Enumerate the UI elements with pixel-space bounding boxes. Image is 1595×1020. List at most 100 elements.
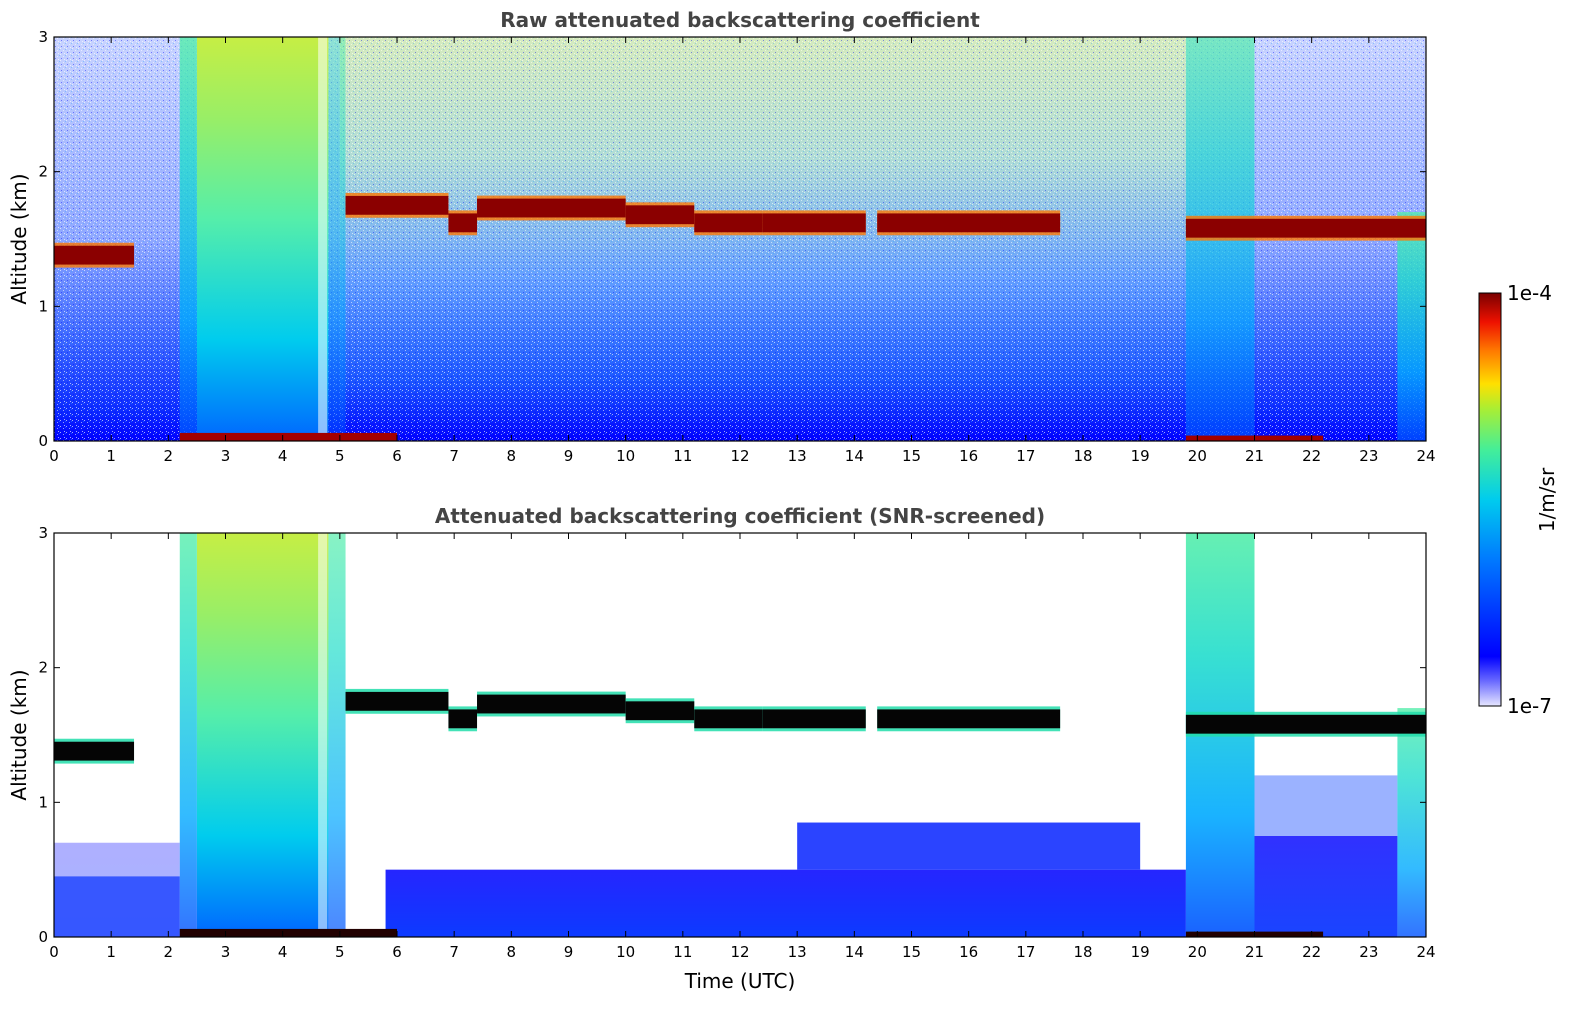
x-tick-label: 12 — [730, 943, 749, 961]
x-tick-label: 18 — [1073, 943, 1092, 961]
cloud-layer — [877, 709, 1061, 729]
colorbar-unit-label: 1/m/sr — [1535, 467, 1559, 532]
raw-panel: Raw attenuated backscattering coefficien… — [7, 8, 1436, 465]
x-tick-label: 22 — [1302, 447, 1321, 465]
raw-y-ticks: 0 1 2 3 — [38, 28, 1426, 450]
x-tick-label: 6 — [392, 943, 402, 961]
x-tick-label: 1 — [106, 943, 116, 961]
evening-boundary-layer — [1254, 836, 1398, 937]
x-tick-label: 10 — [616, 447, 635, 465]
bright-column-1-edge-right — [328, 37, 346, 441]
x-tick-label: 9 — [564, 943, 574, 961]
bright-column-1 — [196, 533, 329, 937]
x-tick-label: 15 — [902, 447, 921, 465]
missing-data-stripe — [318, 37, 328, 441]
y-tick-label: 1 — [38, 793, 48, 811]
y-tick-label: 3 — [38, 524, 48, 542]
x-tick-label: 13 — [788, 447, 807, 465]
cloud-layer — [477, 694, 626, 714]
raw-x-ticks: 0 1 2 3 4 5 6 7 8 9 10 11 12 13 14 15 16 17 18 19 20 21 22 23 24 — [49, 37, 1436, 465]
cloud-layer — [762, 213, 866, 233]
raw-ylabel: Altitude (km) — [7, 173, 31, 304]
y-tick-label: 0 — [38, 432, 48, 450]
bright-column-3 — [1397, 212, 1426, 441]
x-tick-label: 17 — [1016, 447, 1035, 465]
x-tick-label: 1 — [106, 447, 116, 465]
x-tick-label: 16 — [959, 447, 978, 465]
cloud-layer — [54, 245, 135, 265]
x-tick-label: 8 — [507, 943, 517, 961]
raw-heatmap — [54, 37, 1426, 441]
x-tick-label: 5 — [335, 943, 345, 961]
y-tick-label: 2 — [38, 163, 48, 181]
x-tick-label: 21 — [1245, 943, 1264, 961]
x-tick-label: 9 — [564, 447, 574, 465]
boundary-layer — [385, 869, 1186, 937]
cloud-layer — [1185, 714, 1426, 734]
x-tick-label: 11 — [673, 447, 692, 465]
cloud-layer — [625, 205, 695, 225]
x-tick-label: 24 — [1416, 943, 1435, 961]
cloud-layer — [477, 198, 626, 218]
x-tick-label: 8 — [507, 447, 517, 465]
snr-title: Attenuated backscattering coefficient (S… — [435, 504, 1045, 528]
snr-ylabel: Altitude (km) — [7, 669, 31, 800]
snr-x-ticks: 0 1 2 3 4 5 6 7 8 9 10 11 12 13 14 15 16 17 18 19 20 21 22 23 24 — [49, 533, 1436, 961]
boundary-layer-upper — [797, 822, 1141, 870]
night-aerosol-left-core — [54, 876, 180, 937]
x-tick-label: 23 — [1359, 943, 1378, 961]
daytime-speckle — [339, 37, 1186, 441]
bright-column-1 — [196, 37, 329, 441]
x-tick-label: 20 — [1188, 943, 1207, 961]
x-tick-label: 12 — [730, 447, 749, 465]
y-tick-label: 0 — [38, 928, 48, 946]
x-tick-label: 22 — [1302, 943, 1321, 961]
snr-y-ticks: 0 1 2 3 — [38, 524, 1426, 946]
y-tick-label: 1 — [38, 297, 48, 315]
x-tick-label: 5 — [335, 447, 345, 465]
cloud-layer — [345, 691, 449, 711]
evening-aerosol-upper — [1254, 775, 1398, 836]
colorbar: 1e-4 1e-7 1/m/sr — [1478, 281, 1559, 718]
surface-layer-1 — [179, 432, 397, 441]
x-tick-label: 19 — [1131, 943, 1150, 961]
x-tick-label: 11 — [673, 943, 692, 961]
x-tick-label: 2 — [164, 447, 174, 465]
x-tick-label: 16 — [959, 943, 978, 961]
x-tick-label: 10 — [616, 943, 635, 961]
cloud-layer — [694, 213, 763, 233]
x-tick-label: 15 — [902, 943, 921, 961]
snr-panel: Attenuated backscattering coefficient (S… — [7, 504, 1436, 993]
raw-title: Raw attenuated backscattering coefficien… — [500, 8, 980, 32]
cloud-layer — [1185, 218, 1426, 238]
x-tick-label: 20 — [1188, 447, 1207, 465]
x-tick-label: 21 — [1245, 447, 1264, 465]
x-tick-label: 4 — [278, 447, 288, 465]
x-tick-label: 0 — [49, 943, 59, 961]
x-tick-label: 14 — [845, 447, 864, 465]
x-tick-label: 7 — [449, 943, 459, 961]
bright-column-1-edge-right — [328, 533, 346, 937]
y-tick-label: 2 — [38, 659, 48, 677]
cloud-layer — [625, 701, 695, 721]
x-tick-label: 7 — [449, 447, 459, 465]
x-tick-label: 6 — [392, 447, 402, 465]
cloud-layer — [762, 709, 866, 729]
cloud-layer — [448, 213, 478, 233]
cloud-layer — [694, 709, 763, 729]
x-tick-label: 2 — [164, 943, 174, 961]
x-tick-label: 3 — [221, 943, 231, 961]
x-tick-label: 0 — [49, 447, 59, 465]
bright-column-1-edge — [179, 533, 197, 937]
bright-column-3 — [1397, 708, 1426, 937]
cloud-layer — [448, 709, 478, 729]
surface-layer-1 — [179, 928, 397, 937]
x-tick-label: 23 — [1359, 447, 1378, 465]
x-tick-label: 19 — [1131, 447, 1150, 465]
x-tick-label: 24 — [1416, 447, 1435, 465]
colorbar-max-label: 1e-4 — [1507, 281, 1552, 305]
snr-xlabel: Time (UTC) — [684, 969, 796, 993]
x-tick-label: 4 — [278, 943, 288, 961]
cloud-layer — [877, 213, 1061, 233]
colorbar-min-label: 1e-7 — [1507, 694, 1552, 718]
